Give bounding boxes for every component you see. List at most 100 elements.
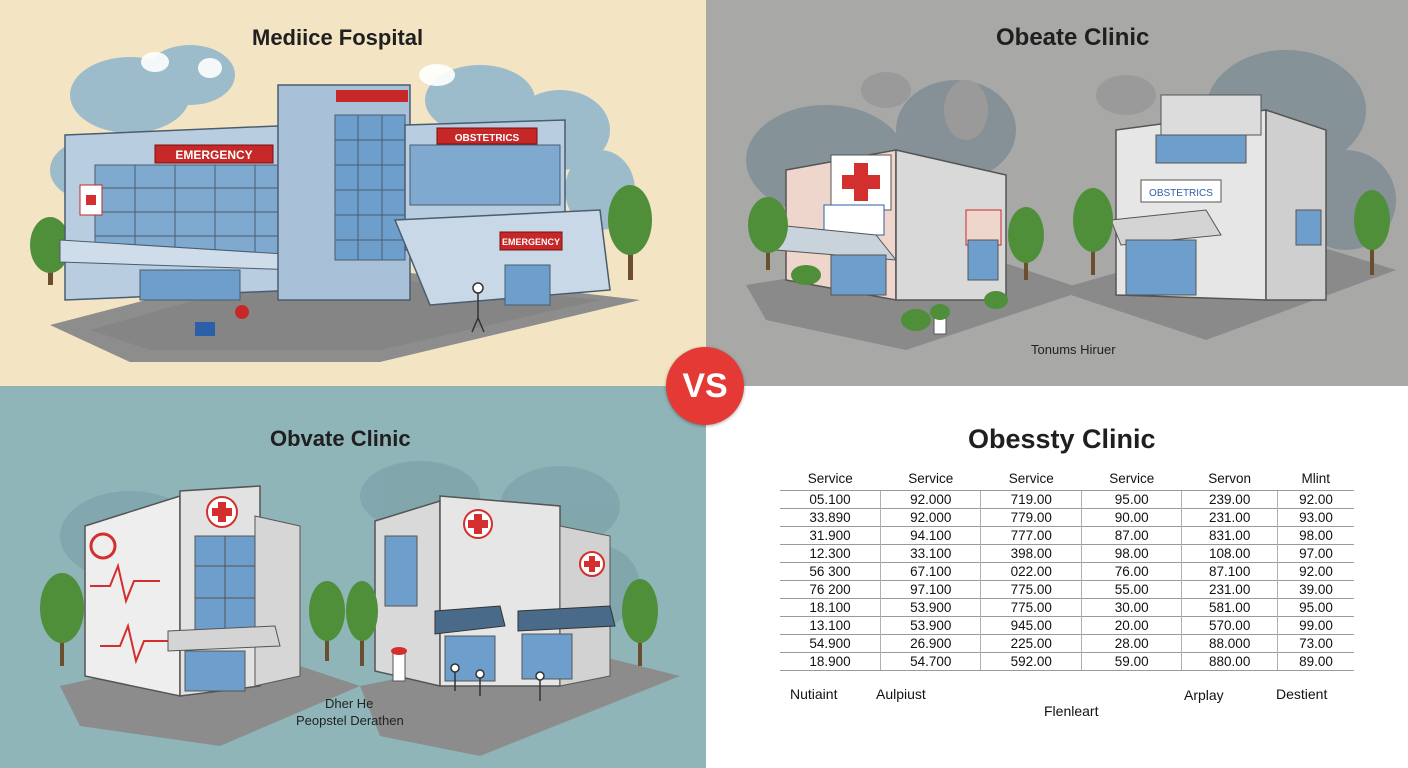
clinic-pair-illustration-2 [40, 461, 680, 756]
sign-obstetrics-clinic: OBSTETRICS [1149, 188, 1213, 199]
panel-top-left: EMERGENCY OBSTETRICS EMERGENCY Mediice F… [0, 0, 706, 386]
table-cell: 225.00 [980, 634, 1082, 653]
table-cell: 76 200 [780, 580, 881, 599]
table-cell: 775.00 [980, 580, 1082, 599]
table-cell: 398.00 [980, 544, 1082, 563]
table-cell: 59.00 [1080, 652, 1182, 671]
table-cell: 26.900 [879, 634, 981, 653]
caption-bottom-left-line2: Peopstel Derathen [296, 713, 404, 728]
table-cell: 33.100 [879, 544, 981, 563]
panel-top-right: OBSTETRICS Obeate Clinic Tonums Hiruer [706, 0, 1408, 386]
table-cell: 89.00 [1276, 652, 1354, 671]
table-row: 76 200 97.100 775.00 55.00 231.00 39.00 [780, 580, 1354, 599]
table-cell: 570.00 [1181, 616, 1278, 635]
services-table-body: 05.100 92.000 719.00 95.00 239.00 92.00 33.890… [780, 490, 1354, 671]
table-cell: 54.700 [879, 652, 981, 671]
caption-top-right: Tonums Hiruer [1031, 342, 1116, 357]
footer-label-5: Arplay [1184, 687, 1224, 703]
table-cell: 20.00 [1080, 616, 1182, 635]
table-cell: 775.00 [980, 598, 1082, 617]
table-cell: 777.00 [980, 526, 1082, 545]
table-cell: 54.900 [780, 634, 881, 653]
table-cell: 76.00 [1080, 562, 1182, 581]
table-cell: 53.900 [879, 598, 981, 617]
table-cell: 18.900 [780, 652, 881, 671]
column-header: Service [1109, 470, 1155, 486]
table-cell: 231.00 [1181, 508, 1278, 527]
vs-badge: VS [666, 347, 744, 425]
table-cell: 022.00 [980, 562, 1082, 581]
sign-emergency-left: EMERGENCY [175, 148, 252, 162]
table-row: 12.300 33.100 398.00 98.00 108.00 97.00 [780, 544, 1354, 563]
table-cell: 13.100 [780, 616, 881, 635]
sign-obstetrics: OBSTETRICS [455, 133, 520, 144]
table-row: 56 300 67.100 022.00 76.00 87.100 92.00 [780, 562, 1354, 581]
clinic-pair-illustration: OBSTETRICS [746, 50, 1396, 350]
table-cell: 99.00 [1276, 616, 1354, 635]
table-cell: 92.000 [879, 508, 981, 527]
table-cell: 31.900 [780, 526, 881, 545]
table-cell: 880.00 [1181, 652, 1278, 671]
footer-label-2: Aulpiust [876, 686, 926, 702]
table-cell: 95.00 [1276, 598, 1354, 617]
table-cell: 87.00 [1080, 526, 1182, 545]
table-cell: 56 300 [780, 562, 881, 581]
table-cell: 95.00 [1080, 490, 1182, 509]
table-row: 33.890 92.000 779.00 90.00 231.00 93.00 [780, 508, 1354, 527]
table-cell: 67.100 [879, 562, 981, 581]
table-cell: 39.00 [1276, 580, 1354, 599]
table-cell: 108.00 [1181, 544, 1278, 563]
table-cell: 87.100 [1181, 562, 1278, 581]
panel-bottom-left: Obvate Clinic Dher He Peopstel Derathen [0, 386, 706, 768]
table-row: 13.100 53.900 945.00 20.00 570.00 99.00 [780, 616, 1354, 635]
table-cell: 98.00 [1276, 526, 1354, 545]
table-row: 54.900 26.900 225.00 28.00 88.000 73.00 [780, 634, 1354, 653]
column-header: Service [807, 470, 853, 486]
table-cell: 581.00 [1181, 598, 1278, 617]
table-cell: 88.000 [1181, 634, 1278, 653]
table-cell: 28.00 [1080, 634, 1182, 653]
table-cell: 05.100 [780, 490, 881, 509]
panel-title-top-right: Obeate Clinic [996, 24, 1150, 51]
table-cell: 719.00 [980, 490, 1082, 509]
panel-title-bottom-left: Obvate Clinic [270, 426, 411, 451]
table-row: 18.100 53.900 775.00 30.00 581.00 95.00 [780, 598, 1354, 617]
table-cell: 831.00 [1181, 526, 1278, 545]
table-cell: 98.00 [1080, 544, 1182, 563]
sign-emergency-right: EMERGENCY [502, 237, 560, 247]
column-header: Service [908, 470, 954, 486]
panel-title-top-left: Mediice Fospital [252, 25, 424, 50]
column-header: Service [1008, 470, 1054, 486]
footer-label-6: Destient [1276, 686, 1328, 702]
table-cell: 55.00 [1080, 580, 1182, 599]
table-cell: 18.100 [780, 598, 881, 617]
table-cell: 90.00 [1080, 508, 1182, 527]
table-cell: 592.00 [980, 652, 1082, 671]
table-cell: 239.00 [1181, 490, 1278, 509]
table-cell: 30.00 [1080, 598, 1182, 617]
footer-label-1: Nutiaint [790, 686, 838, 702]
table-row: 18.900 54.700 592.00 59.00 880.00 89.00 [780, 652, 1354, 671]
table-cell: 92.00 [1276, 490, 1354, 509]
table-cell: 92.00 [1276, 562, 1354, 581]
table-cell: 97.00 [1276, 544, 1354, 563]
table-cell: 231.00 [1181, 580, 1278, 599]
table-cell: 73.00 [1276, 634, 1354, 653]
table-cell: 94.100 [879, 526, 981, 545]
column-header: Mlint [1301, 470, 1330, 486]
panel-bottom-right: Obessty Clinic Service Service Service S… [706, 386, 1408, 768]
table-row: 31.900 94.100 777.00 87.00 831.00 98.00 [780, 526, 1354, 545]
services-table: Service Service Service Service Servon M… [780, 466, 1354, 671]
table-cell: 33.890 [780, 508, 881, 527]
table-header-row: Service Service Service Service Servon M… [780, 466, 1354, 491]
caption-bottom-left-line1: Dher He [325, 696, 374, 711]
table-cell: 779.00 [980, 508, 1082, 527]
table-cell: 93.00 [1276, 508, 1354, 527]
table-cell: 945.00 [980, 616, 1082, 635]
panel-title-bottom-right: Obessty Clinic [968, 424, 1156, 454]
table-cell: 92.000 [879, 490, 981, 509]
footer-label-center: Flenleart [1044, 703, 1099, 719]
column-header: Servon [1208, 470, 1252, 486]
table-row: 05.100 92.000 719.00 95.00 239.00 92.00 [780, 490, 1354, 509]
table-cell: 97.100 [879, 580, 981, 599]
